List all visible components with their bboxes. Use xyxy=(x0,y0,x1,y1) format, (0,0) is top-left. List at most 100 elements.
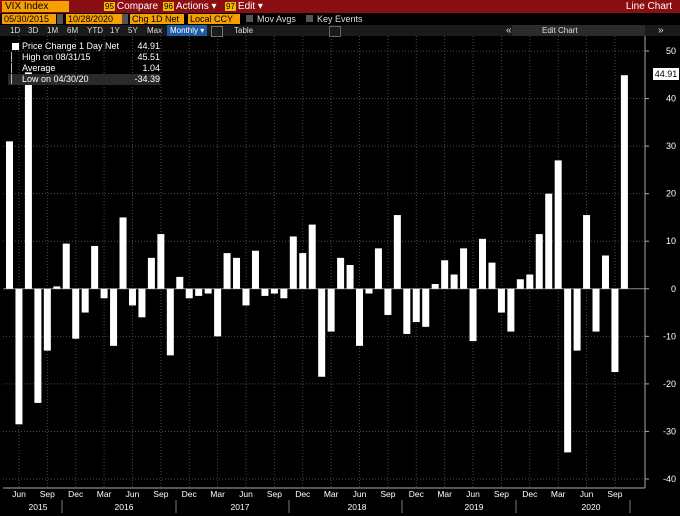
bar xyxy=(176,276,184,289)
x-month-label: Mar xyxy=(97,489,112,499)
high-marker-icon xyxy=(11,52,18,62)
bar xyxy=(573,288,581,351)
bar xyxy=(507,288,515,332)
bar xyxy=(299,253,307,289)
x-month-label: Sep xyxy=(607,489,622,499)
bar xyxy=(289,236,297,289)
bar xyxy=(270,288,278,294)
bar xyxy=(469,288,477,342)
actions-label: Actions xyxy=(175,1,209,12)
bar xyxy=(611,288,619,372)
x-month-label: Sep xyxy=(267,489,282,499)
range-6m[interactable]: 6M xyxy=(67,26,79,35)
compare-button[interactable]: 95 Compare xyxy=(104,1,158,12)
x-month-label: Sep xyxy=(153,489,168,499)
y-axis: -40 -30 -20 -10 0 10 20 30 40 50 xyxy=(644,36,676,488)
collapse-left-icon[interactable]: « xyxy=(506,25,512,36)
bar xyxy=(110,288,118,346)
bar xyxy=(223,253,231,289)
legend-box: Price Change 1 Day Net 44.91 High on 08/… xyxy=(8,41,160,85)
range-3d[interactable]: 3D xyxy=(28,26,39,35)
bar xyxy=(374,248,382,289)
bar xyxy=(592,288,600,332)
low-marker-icon xyxy=(11,74,18,84)
x-year-label: 2020 xyxy=(582,502,601,512)
bar xyxy=(308,224,316,289)
bar xyxy=(422,288,430,327)
actions-num: 96 xyxy=(163,2,174,11)
x-year-label: 2015 xyxy=(29,502,48,512)
end-date-field[interactable]: 10/28/2020 xyxy=(66,14,122,24)
table-icon[interactable] xyxy=(211,26,223,37)
bar xyxy=(318,288,326,377)
actions-button[interactable]: 96 Actions ▾ xyxy=(163,1,217,12)
bar xyxy=(450,274,458,289)
x-month-label: Dec xyxy=(522,489,538,499)
bar xyxy=(412,288,420,323)
chevron-down-icon: ▾ xyxy=(257,1,263,12)
range-1m[interactable]: 1M xyxy=(47,26,59,35)
legend-avg-label: Average xyxy=(22,63,56,73)
chart-type-label: Line Chart xyxy=(625,1,672,12)
bar xyxy=(81,288,89,313)
edit-button[interactable]: 97 Edit ▾ xyxy=(225,1,263,12)
key-events-checkbox[interactable] xyxy=(306,15,313,22)
y-tick-label: 0 xyxy=(671,284,676,294)
start-date-field[interactable]: 05/30/2015 xyxy=(2,14,56,24)
bar xyxy=(403,288,411,334)
current-value-tag: 44.91 xyxy=(653,68,679,80)
bar xyxy=(15,288,23,425)
average-marker-icon xyxy=(11,63,18,73)
bar xyxy=(441,260,449,289)
x-month-label: Sep xyxy=(40,489,55,499)
bar xyxy=(601,255,609,289)
compare-label: Compare xyxy=(116,1,159,12)
chevron-down-icon: ▾ xyxy=(200,26,205,35)
x-year-label: 2017 xyxy=(231,502,250,512)
range-ytd[interactable]: YTD xyxy=(87,26,103,35)
period-select[interactable]: Monthly ▾ xyxy=(167,25,208,36)
bar xyxy=(72,288,80,339)
data-field-select[interactable]: Chg 1D Net xyxy=(130,14,184,24)
mov-avgs-checkbox[interactable] xyxy=(246,15,253,22)
bar xyxy=(545,193,553,289)
x-month-label: Jun xyxy=(580,489,594,499)
y-tick-label: -10 xyxy=(663,331,676,341)
ticker-field[interactable]: VIX Index xyxy=(2,1,69,12)
legend-low-row: Low on 04/30/20 -34.39 xyxy=(8,74,160,85)
x-month-label: Jun xyxy=(353,489,367,499)
currency-select[interactable]: Local CCY xyxy=(188,14,240,24)
collapse-right-icon[interactable]: » xyxy=(658,25,664,36)
line-chart-icon[interactable] xyxy=(329,26,341,37)
chart-bars xyxy=(6,72,628,453)
legend-series-value: 44.91 xyxy=(137,41,160,51)
bar xyxy=(195,288,203,296)
y-tick-label: -20 xyxy=(663,379,676,389)
range-1y[interactable]: 1Y xyxy=(110,26,120,35)
legend-series-row[interactable]: Price Change 1 Day Net 44.91 xyxy=(8,41,160,52)
bar xyxy=(185,288,193,299)
range-max[interactable]: Max xyxy=(147,26,163,35)
legend-avg-value: 1.04 xyxy=(142,63,160,73)
table-button[interactable]: Table xyxy=(234,26,254,35)
bar xyxy=(138,288,146,318)
mov-avgs-label: Mov Avgs xyxy=(257,14,296,24)
y-tick-label: 30 xyxy=(666,141,676,151)
legend-series-swatch xyxy=(12,43,19,50)
bar xyxy=(119,217,127,289)
bar xyxy=(62,243,70,289)
legend-series-label: Price Change 1 Day Net xyxy=(22,41,120,51)
x-month-label: Mar xyxy=(551,489,566,499)
edit-chart-button[interactable]: Edit Chart xyxy=(542,26,578,35)
range-1d[interactable]: 1D xyxy=(10,26,21,35)
range-5y[interactable]: 5Y xyxy=(128,26,138,35)
bar xyxy=(204,288,212,294)
edit-num: 97 xyxy=(225,2,236,11)
bar xyxy=(526,274,534,289)
x-month-label: Sep xyxy=(380,489,395,499)
calendar-icon[interactable] xyxy=(122,14,128,24)
bar xyxy=(280,288,288,299)
bar xyxy=(384,288,392,315)
key-events-label: Key Events xyxy=(317,14,363,24)
